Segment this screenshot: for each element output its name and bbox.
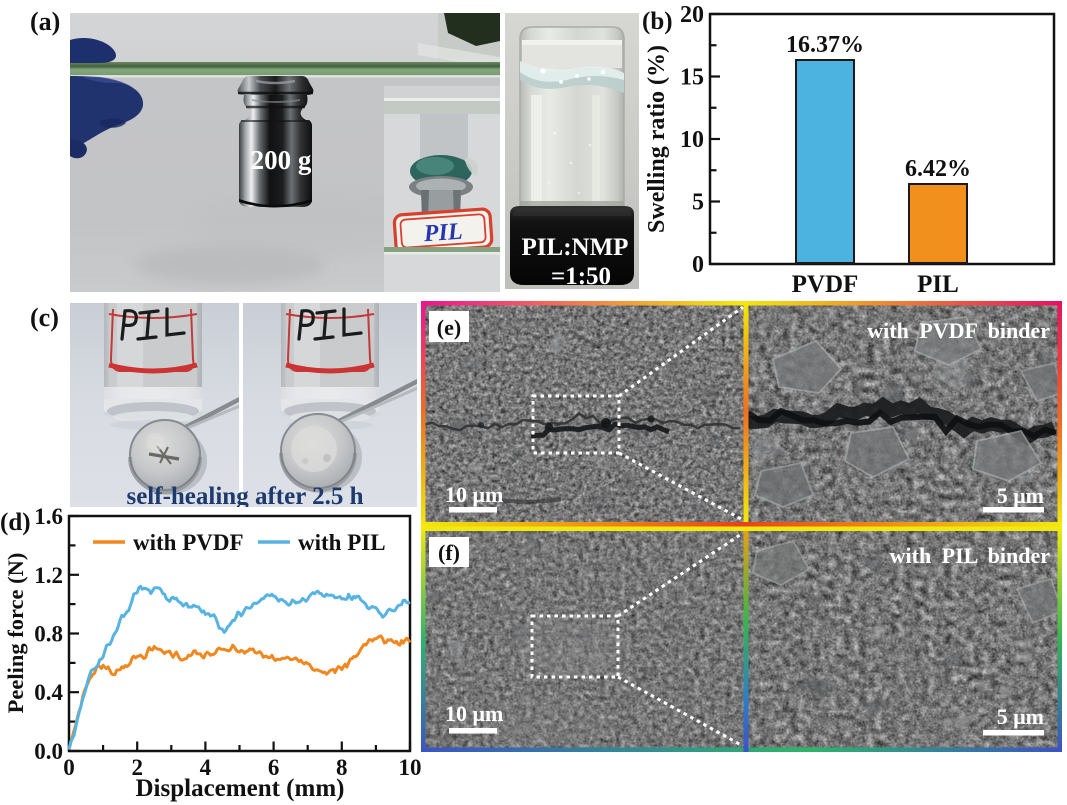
svg-text:self-healing after 2.5 h: self-healing after 2.5 h [126, 483, 363, 507]
svg-text:Peeling force (N): Peeling force (N) [3, 553, 28, 714]
svg-text:5: 5 [692, 190, 704, 216]
svg-text:2: 2 [131, 755, 143, 780]
svg-text:0.8: 0.8 [34, 622, 63, 647]
svg-text:0: 0 [63, 755, 75, 780]
svg-text:(f): (f) [438, 540, 460, 565]
svg-text:with PVDF: with PVDF [133, 530, 244, 555]
svg-text:(d): (d) [0, 509, 31, 536]
svg-text:with PVDF binder: with PVDF binder [867, 318, 1050, 343]
svg-text:1.6: 1.6 [34, 504, 63, 529]
svg-text:8: 8 [336, 755, 348, 780]
svg-text:PIL:NMP: PIL:NMP [522, 234, 629, 261]
svg-text:0: 0 [692, 252, 704, 278]
svg-text:200 g: 200 g [251, 145, 312, 175]
svg-text:15: 15 [680, 65, 704, 91]
svg-text:16.37%: 16.37% [786, 32, 864, 58]
svg-text:(b): (b) [642, 8, 673, 35]
svg-text:=1:50: =1:50 [551, 263, 611, 289]
svg-text:with PIL: with PIL [298, 530, 386, 555]
svg-text:10 μm: 10 μm [445, 701, 503, 726]
svg-text:5 μm: 5 μm [997, 704, 1044, 729]
svg-text:4: 4 [200, 755, 212, 780]
svg-text:5 μm: 5 μm [997, 483, 1044, 508]
svg-text:(e): (e) [437, 315, 461, 340]
svg-text:PVDF: PVDF [792, 271, 859, 298]
svg-text:0.4: 0.4 [34, 680, 63, 705]
svg-text:PIL: PIL [917, 271, 959, 298]
svg-text:0.0: 0.0 [34, 739, 63, 764]
svg-text:6: 6 [268, 755, 280, 780]
svg-text:Swelling ratio (%): Swelling ratio (%) [644, 45, 670, 233]
svg-text:10: 10 [399, 755, 422, 780]
svg-text:6.42%: 6.42% [905, 156, 971, 182]
svg-text:20: 20 [680, 2, 704, 28]
svg-text:10 μm: 10 μm [445, 482, 503, 507]
svg-text:1.2: 1.2 [34, 563, 63, 588]
svg-text:with PIL binder: with PIL binder [890, 543, 1051, 568]
svg-text:Displacement (mm): Displacement (mm) [136, 775, 345, 802]
svg-text:10: 10 [680, 127, 704, 153]
svg-text:PIL: PIL [422, 219, 463, 248]
